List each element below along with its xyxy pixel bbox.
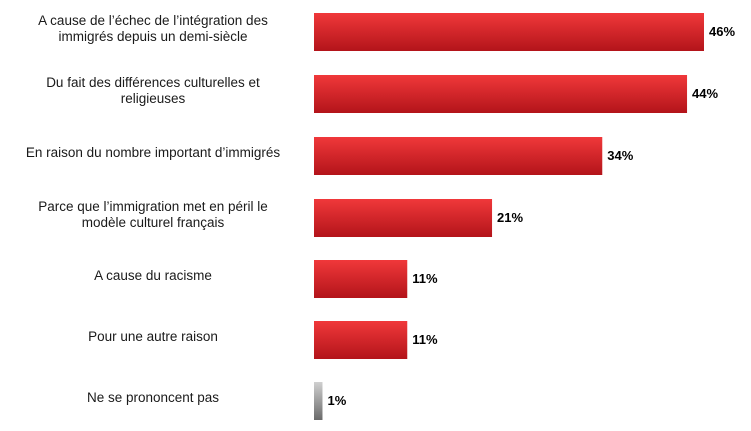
category-label-line: Ne se prononcent pas	[86, 390, 220, 405]
bar-4	[314, 260, 408, 298]
category-label-line: modèle culturel français	[81, 215, 225, 230]
category-label-5: Pour une autre raison	[3, 329, 303, 345]
value-label-0: 46%	[709, 24, 736, 39]
category-label-line: A cause de l’échec de l’intégration des	[38, 13, 268, 28]
category-label-line: immigrés depuis un demi-siècle	[58, 29, 248, 44]
value-label-2: 34%	[607, 148, 634, 163]
bar-0	[314, 13, 704, 51]
category-label-line: A cause du racisme	[94, 268, 212, 283]
bar-3	[314, 199, 493, 237]
bar-2	[314, 137, 603, 175]
bar-1	[314, 75, 688, 113]
value-label-4: 11%	[412, 271, 438, 286]
category-label-line: En raison du nombre important d’immigrés	[25, 145, 281, 160]
category-label-1: Du fait des différences culturelles et re…	[3, 75, 303, 107]
value-label-1: 44%	[692, 86, 719, 101]
category-label-3: Parce que l’immigration met en péril le m…	[3, 199, 303, 231]
bar-6	[314, 382, 323, 420]
bar-5	[314, 321, 408, 359]
category-label-line: Parce que l’immigration met en péril le	[38, 199, 268, 214]
category-label-line: Pour une autre raison	[88, 329, 218, 344]
value-label-6: 1%	[327, 393, 347, 408]
category-label-4: A cause du racisme	[3, 268, 303, 284]
value-label-5: 11%	[412, 332, 438, 347]
value-label-3: 21%	[497, 210, 524, 225]
category-label-line: religieuses	[120, 91, 186, 106]
category-label-0: A cause de l’échec de l’intégration des i…	[3, 13, 303, 45]
category-label-2: En raison du nombre important d’immigrés	[3, 145, 303, 161]
category-label-6: Ne se prononcent pas	[3, 390, 303, 406]
bars-group	[314, 13, 704, 420]
category-label-line: Du fait des différences culturelles et	[46, 75, 260, 90]
